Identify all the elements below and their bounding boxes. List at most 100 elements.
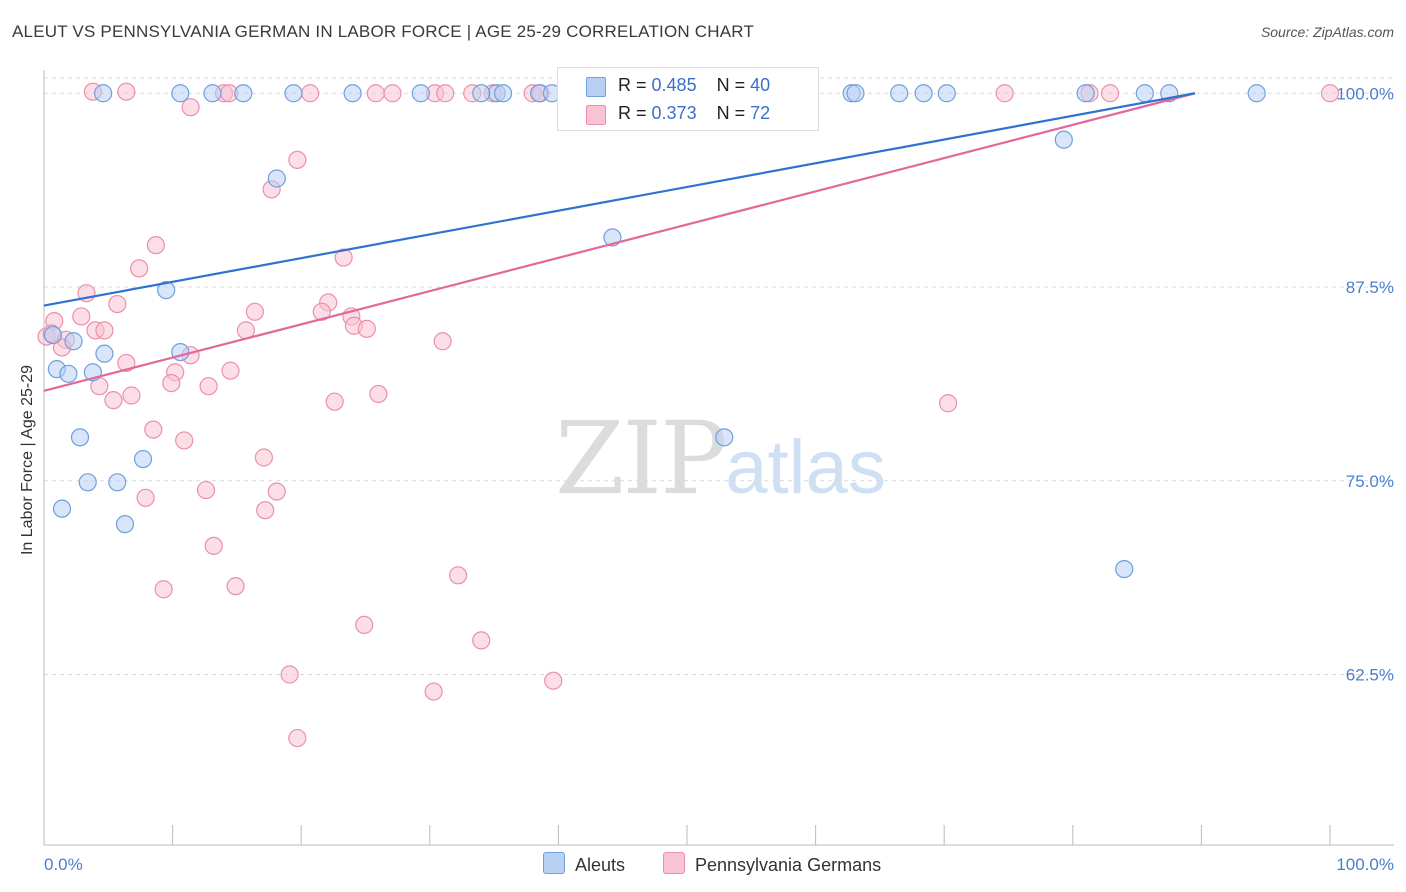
pg-point: [144, 420, 163, 439]
pg-point: [122, 386, 141, 405]
pg-point: [424, 682, 443, 701]
pg-point: [108, 294, 127, 314]
pg-swatch: [586, 105, 606, 125]
legend-r-value-aleut: 0.485: [651, 75, 697, 95]
aleut-point: [411, 84, 430, 103]
watermark-atlas: atlas: [725, 425, 886, 510]
pg-point: [1100, 84, 1120, 103]
pg-point: [117, 353, 136, 373]
pg-point: [369, 384, 388, 404]
pg-point: [72, 307, 91, 326]
pg-point: [433, 332, 452, 351]
pg-point: [267, 482, 286, 501]
pennsylvania-germans-points: [37, 82, 1340, 748]
aleut-point: [115, 515, 135, 534]
aleut-point: [937, 84, 956, 103]
aleut-point: [267, 169, 286, 188]
aleut-point: [472, 84, 491, 103]
trend-lines: [43, 92, 1196, 392]
chart-title: ALEUT VS PENNSYLVANIA GERMAN IN LABOR FO…: [12, 22, 755, 41]
aleut-point: [70, 428, 90, 447]
aleut-point: [890, 84, 909, 103]
watermark-zip: ZIP: [555, 400, 727, 517]
pg-point: [196, 480, 216, 500]
y-tick-label: 62.5%: [1346, 666, 1394, 685]
pg-point: [448, 566, 468, 585]
pg-point: [254, 448, 274, 467]
aleut-point: [64, 332, 83, 351]
pg-point: [383, 84, 402, 103]
bottom-legend-pg: Pennsylvania Germans: [663, 852, 881, 876]
aleut-point: [133, 449, 153, 469]
pg-point: [104, 391, 123, 410]
watermark: ZIPatlas: [555, 400, 886, 517]
aleut-swatch: [586, 77, 606, 97]
aleut-point: [846, 84, 865, 103]
x-ticks: [43, 825, 1331, 845]
gridlines: [44, 77, 1394, 675]
pg-point: [301, 84, 320, 103]
pg-point: [154, 580, 173, 599]
source-label: Source: ZipAtlas.com: [1260, 24, 1394, 40]
pg-point: [1320, 84, 1340, 103]
aleut-point: [494, 84, 513, 103]
pg-point: [199, 377, 218, 396]
pg-point: [355, 615, 374, 635]
pg-point: [221, 361, 240, 380]
aleut-point: [1115, 559, 1134, 579]
aleut-legend-label: Aleuts: [575, 855, 626, 875]
axes: [43, 70, 1394, 846]
pg-point: [117, 82, 136, 101]
y-tick-label: 100.0%: [1336, 84, 1394, 103]
y-tick-label: 87.5%: [1346, 278, 1394, 297]
aleut-point: [1247, 84, 1266, 103]
legend-r-label: R =: [618, 103, 647, 123]
y-tick-labels: 62.5% 75.0% 87.5% 100.0%: [1336, 84, 1394, 684]
pg-point: [204, 536, 223, 555]
legend-r-value-pg: 0.373: [651, 103, 697, 123]
aleut-point: [203, 84, 222, 103]
aleut-point: [78, 473, 97, 492]
aleut-point: [157, 281, 176, 300]
pg-point: [938, 394, 958, 413]
aleut-point: [234, 84, 253, 103]
pg-point: [95, 321, 114, 340]
legend-r-label: R =: [618, 75, 647, 95]
pg-point: [256, 501, 275, 520]
aleut-point: [43, 325, 63, 345]
aleut-trend-line: [43, 92, 1196, 307]
pg-point: [162, 374, 181, 393]
pg-legend-label: Pennsylvania Germans: [695, 855, 882, 875]
stats-legend: R = 0.485 N = 40 R = 0.373 N = 72: [557, 67, 819, 131]
pg-point: [146, 236, 165, 255]
aleut-point: [343, 84, 362, 103]
pg-trend-line: [43, 92, 1196, 392]
aleut-point: [171, 84, 190, 103]
aleut-point: [715, 428, 734, 447]
pg-point: [175, 431, 194, 450]
aleut-points: [43, 84, 1266, 579]
aleut-point: [94, 84, 113, 103]
pg-point: [357, 319, 376, 338]
pg-legend-swatch: [663, 852, 685, 874]
x-tick-label-min: 0.0%: [44, 855, 83, 874]
legend-n-value-aleut: 40: [750, 75, 771, 95]
aleut-point: [1054, 130, 1073, 149]
pg-point: [245, 302, 265, 321]
pg-point: [325, 392, 344, 411]
pg-point: [288, 150, 307, 169]
legend-n-label: N =: [716, 103, 746, 123]
pg-point: [312, 302, 331, 321]
pg-point: [181, 98, 200, 117]
aleut-point: [1076, 84, 1095, 103]
pg-point: [436, 84, 455, 103]
aleut-point: [59, 364, 78, 383]
pg-point: [280, 665, 299, 684]
pg-point: [366, 84, 385, 103]
aleut-legend-swatch: [543, 852, 565, 874]
aleut-point: [1135, 84, 1154, 103]
legend-n-value-pg: 72: [750, 103, 771, 123]
pg-point: [288, 728, 307, 748]
aleut-point: [108, 473, 127, 492]
